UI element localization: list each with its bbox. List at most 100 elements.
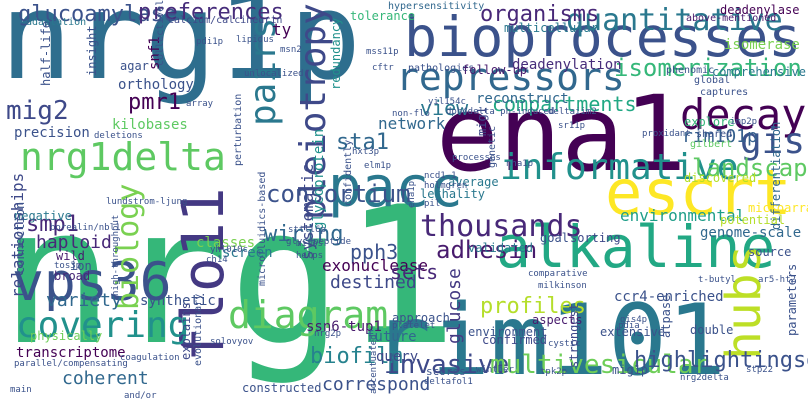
word-exonuclease: exonuclease [322, 256, 428, 275]
word-physically: physically [30, 329, 103, 343]
word-sorting: sorting [570, 231, 621, 245]
word-microarray: microarray [748, 201, 808, 215]
word-helps: helps [296, 251, 324, 261]
word-diagram: diagram [228, 293, 389, 337]
word-evolutionary: evolutionary [193, 293, 204, 366]
word-validated: validated [468, 241, 534, 255]
word-solovyov: solovyov [210, 337, 254, 347]
word-pph3: pph3 [350, 240, 399, 264]
word-rim101p: rim101p [682, 126, 758, 147]
word-alkaline: alkaline [496, 213, 776, 281]
word-ncd1: ncd1-1 [424, 171, 457, 181]
word-invasive: invasive [384, 350, 510, 380]
word-calcium: calcium/calcineurin [168, 15, 283, 26]
word-correspond: correspond [322, 374, 431, 395]
word-above-mentioned: above-mentioned [686, 13, 777, 24]
word-approach: approach [392, 311, 450, 325]
word-landscape: landscape [692, 154, 808, 182]
word-hubs: hubs [716, 244, 772, 360]
word-goal: goal [540, 231, 569, 245]
word-deltaiim2: deltaiim2 [548, 107, 597, 117]
word-glycoprotein: glycoprotein [311, 128, 327, 230]
word-insight: insight [85, 25, 99, 76]
word-hxt3p: hxt3p [352, 147, 380, 157]
word-main: main [10, 385, 32, 395]
word-and-or: and/or [124, 391, 157, 401]
word-yhl010c: yhl010c [210, 245, 248, 255]
word-future: future [366, 329, 417, 345]
word-borealin: borealin/nbl1 [50, 223, 121, 233]
word-redundancy: redundancy [329, 17, 343, 90]
word-stp22: stp22 [746, 365, 774, 375]
word-ion: ion [70, 259, 92, 273]
word-variety: variety [46, 290, 122, 311]
word-precision: precision [14, 125, 90, 141]
word-ch14: ch14 [206, 255, 228, 265]
word-smp1: smp1 [26, 212, 79, 237]
word-pacc: pacc [328, 155, 463, 220]
word-reconstruct: reconstruct [476, 91, 569, 107]
word-broad: broad [54, 269, 91, 283]
word-pdia: pdia [618, 321, 640, 331]
word-genetic: genetic [487, 125, 498, 168]
word-environmental: environmental [620, 206, 746, 225]
word-explains: explains [179, 302, 193, 360]
word-perturbation: perturbation [233, 93, 244, 166]
word-thousands: thousands [420, 209, 583, 244]
word-sets: sets [390, 260, 439, 284]
word-mig1p: mig1p [612, 363, 649, 377]
word-average: average [448, 175, 499, 189]
word-deadenylation: deadenylation [512, 57, 622, 73]
word-nrg2p: nrg2p [314, 329, 342, 339]
word-screen: screen [222, 245, 273, 261]
word-ccr4-enriched: ccr4-enriched [614, 289, 724, 305]
word-transcriptome: transcriptome [16, 345, 126, 361]
word-pathologies: pathologies [408, 63, 475, 74]
word-destined: destined [330, 272, 417, 293]
word-adhesin: adhesin [436, 236, 538, 264]
word-scores: scores [426, 365, 466, 378]
word-nha1p: nha1p [506, 159, 534, 169]
word-multivesicular: multivesicular [490, 350, 710, 380]
word-haploid: haploid [36, 232, 112, 253]
word-tolerance: tolerance [350, 9, 416, 23]
word-yil154c: yil154c [428, 97, 466, 107]
word-lethality: lethality [420, 187, 486, 201]
word-biofilm: biofilm [310, 344, 403, 369]
word-wild: wild [56, 249, 85, 263]
word-sta1: sta1 [336, 130, 389, 155]
word-rim101: rim101 [372, 284, 727, 398]
word-holmgren: holmgren [424, 181, 468, 191]
word-kilobases: kilobases [112, 117, 188, 133]
word-sttll6p: sttll6p [288, 225, 326, 235]
word-pmr1: pmr1 [128, 90, 181, 115]
word-covering: covering [16, 305, 190, 346]
word-gis4p: gis4p [620, 315, 648, 325]
word-array: array [186, 99, 214, 109]
word-comprehensive: comprehensive [712, 65, 806, 79]
word-negative: negative [14, 209, 72, 223]
word-coagulation: coagulation [120, 353, 180, 363]
word-nrg1delta: nrg1delta [20, 135, 226, 179]
word-half-life: half-life [39, 20, 53, 86]
word-elm1p: elm1p [364, 161, 392, 171]
word-global: global [694, 75, 731, 86]
word-ena1: ena1 [436, 73, 687, 195]
word-preferences: preferences [138, 0, 284, 25]
word-compartments: compartments [492, 92, 637, 116]
word-informative: informative [500, 147, 739, 188]
word-nrg2delta: nrg2delta [680, 373, 729, 383]
word-deadenylase: deadenylase [720, 3, 800, 17]
word-comparative: comparative [528, 269, 588, 279]
word-collectively: collectively [155, 0, 166, 66]
word-gis: gis [740, 121, 806, 162]
word-consortium: consortium [266, 180, 411, 208]
word-potential: potential [720, 213, 786, 227]
word-vps36: vps36 [12, 252, 172, 313]
word-ena1p: ena1p [407, 180, 417, 208]
word-wiring: wiring [264, 222, 344, 247]
word-constructed: constructed [242, 381, 322, 395]
word-ssn6-tup1: ssn6-tup1 [306, 319, 382, 335]
word-deletions: deletions [94, 131, 143, 141]
